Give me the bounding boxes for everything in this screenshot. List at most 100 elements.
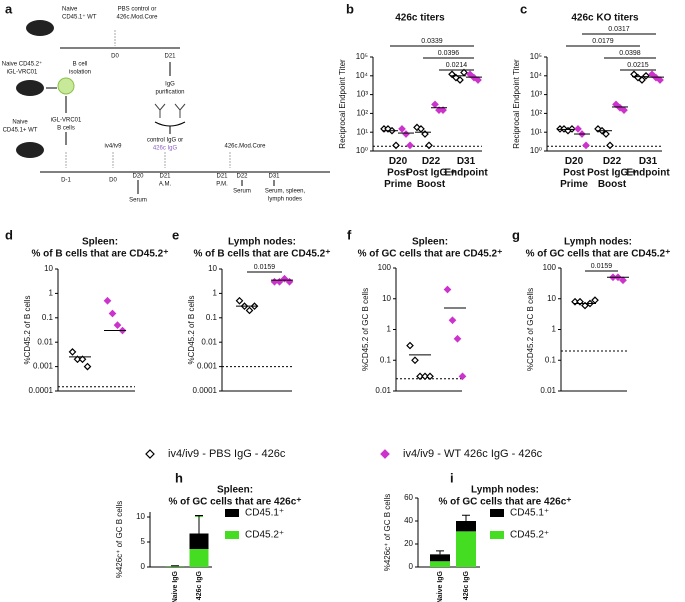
diagram-text: B cells	[57, 126, 75, 132]
y-axis-label: %CD45.2 of B cells	[23, 296, 32, 365]
error-bar	[462, 514, 470, 521]
data-point	[638, 76, 646, 84]
bar-segment	[189, 549, 209, 567]
y-tick-label: 100	[543, 263, 557, 272]
bar-segment	[430, 561, 450, 567]
y-tick-label: 0.01	[37, 337, 53, 346]
diagram-text: iGL-VRC01	[7, 70, 38, 76]
y-tick-label: 0.1	[380, 355, 392, 364]
x-tick-label: 426c IgG	[196, 570, 203, 600]
chart-title: 426c KO titers	[571, 13, 639, 24]
diagram-text: D22	[236, 174, 248, 180]
data-point	[620, 106, 628, 114]
y-tick-label: 10¹	[356, 127, 368, 136]
chart-title: Spleen:	[412, 237, 448, 248]
x-tick-label: 426c IgG	[463, 570, 470, 600]
panel-label: b	[346, 1, 354, 16]
p-value: 0.0339	[421, 38, 443, 45]
y-tick-label: 0.1	[206, 313, 218, 322]
chart-title: Lymph nodes:	[228, 237, 296, 248]
x-tick-label: D22 Post IgG + Boost	[587, 156, 637, 190]
bar-segment	[165, 566, 185, 567]
data-point	[431, 100, 439, 109]
y-tick-label: 10²	[356, 109, 368, 118]
legend-label: iv4/iv9 - PBS IgG - 426c	[168, 448, 286, 460]
p-value: 0.0398	[619, 50, 641, 57]
y-tick-label: 1	[387, 325, 392, 334]
chart-subtitle: % of GC cells that are 426c⁺	[438, 497, 571, 508]
y-tick-label: 10¹	[530, 127, 542, 136]
diagram-text: lymph nodes	[268, 197, 302, 203]
chart-title: 426c titers	[395, 13, 445, 24]
y-tick-label: 10³	[356, 90, 368, 99]
diagram-text: Serum	[233, 189, 251, 195]
panel-h: h Spleen:% of GC cells that are 426c⁺ %426…	[115, 470, 301, 602]
p-value: 0.0317	[608, 26, 630, 33]
panel-label: a	[5, 1, 13, 16]
panel-label: h	[175, 470, 183, 485]
y-tick-label: 10³	[530, 90, 542, 99]
legend-label: iv4/iv9 - WT 426c IgG - 426c	[403, 448, 543, 460]
y-tick-label: 10²	[530, 109, 542, 118]
arrow	[154, 121, 186, 134]
p-value: 0.0214	[446, 62, 468, 69]
data-point	[630, 70, 638, 79]
data-point	[443, 285, 452, 294]
panel-b: b 426c titers Reciprocal Endpoint Titer 10⁰…	[338, 1, 488, 189]
y-tick-label: 10	[382, 294, 391, 303]
diagram-text: iv4/iv9	[104, 144, 122, 150]
bar-segment	[430, 554, 450, 562]
panel-a: a Naive CD45.1⁺ WT PBS control or 426c.M…	[2, 1, 330, 204]
y-tick-label: 40	[404, 516, 413, 525]
legend-swatch	[490, 531, 504, 539]
data-point	[392, 141, 400, 150]
bar-segment	[456, 521, 476, 532]
data-point	[411, 356, 419, 365]
p-value: 0.0215	[627, 62, 649, 69]
legend-label: CD45.1⁺	[510, 508, 549, 519]
chart-title: Spleen:	[82, 237, 118, 248]
data-point	[245, 306, 254, 315]
data-point	[606, 141, 614, 150]
y-tick-label: 60	[404, 493, 413, 502]
y-tick-label: 0	[141, 562, 146, 571]
chart-subtitle: % of GC cells that are 426c⁺	[168, 497, 301, 508]
bar-segment	[456, 531, 476, 567]
diagram-text: 426c.Mod.Core	[224, 144, 266, 150]
diagram-text: control IgG or	[147, 138, 183, 144]
data-point	[398, 125, 406, 133]
y-tick-label: 5	[141, 537, 146, 546]
data-point	[456, 76, 464, 84]
y-tick-label: 10⁴	[356, 71, 369, 80]
diagram-text: Serum, spleen,	[265, 189, 306, 195]
data-point	[448, 316, 457, 325]
diagram-text: P.M.	[216, 182, 228, 188]
diagram-text: D-1	[61, 178, 71, 184]
diagram-text: 426c IgG	[153, 146, 178, 152]
chart-title: Lymph nodes:	[564, 237, 632, 248]
y-tick-label: 0.01	[201, 337, 217, 346]
chart-subtitle: % of GC cells that are CD45.2⁺	[358, 249, 503, 260]
legend-marker	[380, 449, 390, 459]
data-point	[619, 276, 627, 285]
panel-c: c 426c KO titers Reciprocal Endpoint Titer…	[512, 1, 670, 189]
diagram-text: Naive	[12, 120, 28, 126]
p-value: 0.0396	[438, 50, 460, 57]
y-tick-label: 0	[409, 562, 414, 571]
chart-subtitle: % of B cells that are CD45.2⁺	[194, 249, 331, 260]
y-tick-label: 0.01	[375, 386, 391, 395]
data-point	[458, 372, 467, 381]
x-tick-label: Naive IgG	[437, 570, 444, 602]
data-point	[656, 76, 664, 84]
diagram-text: CD45.1+ WT	[3, 128, 38, 134]
data-point	[108, 309, 117, 318]
diagram-text: D31	[268, 174, 280, 180]
y-tick-label: 10	[547, 294, 556, 303]
diagram-text: D20	[132, 174, 144, 180]
y-axis-label: %CD45.2 of GC B cells	[361, 288, 370, 371]
y-axis-label: %CD45.2 of B cells	[187, 296, 196, 365]
data-point	[421, 372, 429, 381]
y-tick-label: 10⁰	[530, 146, 542, 155]
legend-marker	[145, 449, 155, 459]
data-point	[83, 362, 92, 371]
